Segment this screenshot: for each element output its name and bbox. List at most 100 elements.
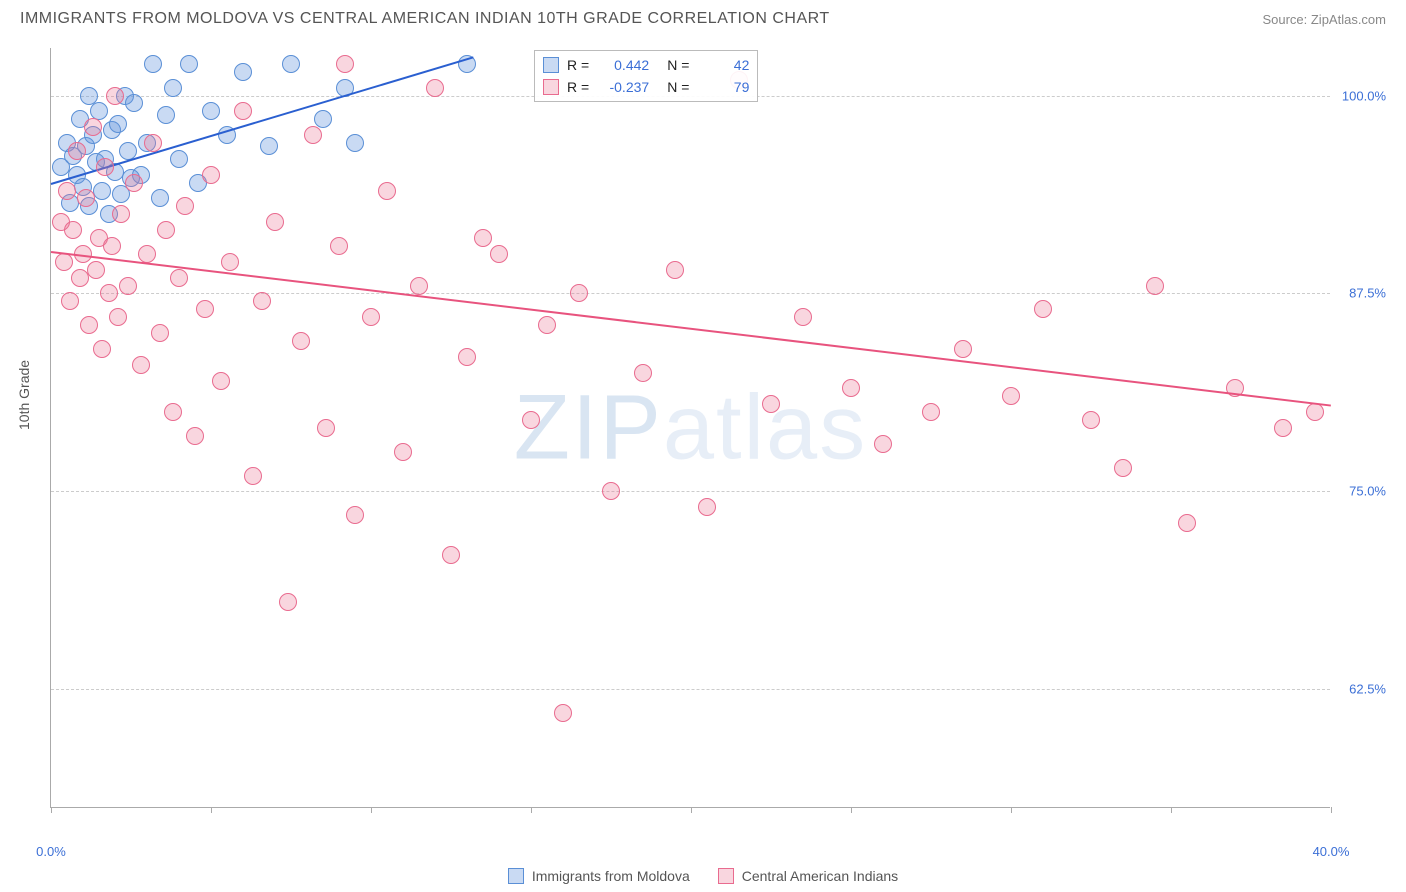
data-point bbox=[112, 205, 130, 223]
data-point bbox=[138, 245, 156, 263]
data-point bbox=[55, 253, 73, 271]
data-point bbox=[698, 498, 716, 516]
data-point bbox=[1034, 300, 1052, 318]
data-point bbox=[362, 308, 380, 326]
data-point bbox=[762, 395, 780, 413]
data-point bbox=[151, 324, 169, 342]
source-link[interactable]: ZipAtlas.com bbox=[1311, 12, 1386, 27]
data-point bbox=[87, 261, 105, 279]
legend-swatch bbox=[718, 868, 734, 884]
bottom-legend-item: Central American Indians bbox=[718, 868, 898, 884]
data-point bbox=[93, 182, 111, 200]
data-point bbox=[64, 221, 82, 239]
legend-stats-row: R =0.442N =42 bbox=[543, 54, 749, 76]
x-tick bbox=[531, 807, 532, 813]
data-point bbox=[109, 308, 127, 326]
data-point bbox=[426, 79, 444, 97]
legend-series-label: Immigrants from Moldova bbox=[532, 868, 690, 884]
data-point bbox=[234, 102, 252, 120]
data-point bbox=[292, 332, 310, 350]
data-point bbox=[176, 197, 194, 215]
data-point bbox=[202, 102, 220, 120]
gridline-h bbox=[51, 293, 1330, 294]
data-point bbox=[602, 482, 620, 500]
data-point bbox=[125, 174, 143, 192]
legend-series-label: Central American Indians bbox=[742, 868, 898, 884]
legend-n-value: 79 bbox=[697, 76, 749, 98]
data-point bbox=[144, 134, 162, 152]
data-point bbox=[96, 158, 114, 176]
data-point bbox=[1146, 277, 1164, 295]
data-point bbox=[522, 411, 540, 429]
data-point bbox=[68, 142, 86, 160]
data-point bbox=[570, 284, 588, 302]
data-point bbox=[954, 340, 972, 358]
x-tick bbox=[851, 807, 852, 813]
data-point bbox=[394, 443, 412, 461]
x-tick bbox=[211, 807, 212, 813]
data-point bbox=[74, 245, 92, 263]
data-point bbox=[1306, 403, 1324, 421]
source-attribution: Source: ZipAtlas.com bbox=[1262, 12, 1386, 27]
data-point bbox=[100, 284, 118, 302]
y-tick-label: 75.0% bbox=[1332, 484, 1386, 499]
x-tick bbox=[1331, 807, 1332, 813]
data-point bbox=[170, 150, 188, 168]
data-point bbox=[170, 269, 188, 287]
data-point bbox=[282, 55, 300, 73]
data-point bbox=[144, 55, 162, 73]
x-tick bbox=[1171, 807, 1172, 813]
data-point bbox=[378, 182, 396, 200]
legend-stats-row: R =-0.237N =79 bbox=[543, 76, 749, 98]
data-point bbox=[157, 221, 175, 239]
chart-title: IMMIGRANTS FROM MOLDOVA VS CENTRAL AMERI… bbox=[20, 10, 830, 28]
data-point bbox=[125, 94, 143, 112]
data-point bbox=[554, 704, 572, 722]
x-tick bbox=[371, 807, 372, 813]
legend-swatch bbox=[543, 57, 559, 73]
data-point bbox=[164, 403, 182, 421]
data-point bbox=[151, 189, 169, 207]
data-point bbox=[164, 79, 182, 97]
data-point bbox=[317, 419, 335, 437]
legend-r-value: 0.442 bbox=[597, 54, 649, 76]
data-point bbox=[132, 356, 150, 374]
x-tick bbox=[1011, 807, 1012, 813]
x-tick-label: 40.0% bbox=[1313, 844, 1350, 859]
data-point bbox=[77, 189, 95, 207]
data-point bbox=[410, 277, 428, 295]
data-point bbox=[314, 110, 332, 128]
data-point bbox=[304, 126, 322, 144]
data-point bbox=[346, 506, 364, 524]
plot-area: ZIPatlas 62.5%75.0%87.5%100.0%0.0%40.0% bbox=[50, 48, 1330, 808]
trend-line-cai bbox=[51, 251, 1331, 407]
data-point bbox=[336, 79, 354, 97]
data-point bbox=[196, 300, 214, 318]
data-point bbox=[1002, 387, 1020, 405]
legend-r-value: -0.237 bbox=[597, 76, 649, 98]
data-point bbox=[119, 277, 137, 295]
data-point bbox=[221, 253, 239, 271]
data-point bbox=[212, 372, 230, 390]
data-point bbox=[490, 245, 508, 263]
bottom-legend-item: Immigrants from Moldova bbox=[508, 868, 690, 884]
legend-swatch bbox=[543, 79, 559, 95]
data-point bbox=[458, 55, 476, 73]
data-point bbox=[842, 379, 860, 397]
data-point bbox=[157, 106, 175, 124]
gridline-h bbox=[51, 689, 1330, 690]
y-axis-label: 10th Grade bbox=[16, 360, 32, 430]
legend-stats-box: R =0.442N =42R =-0.237N =79 bbox=[534, 50, 758, 102]
gridline-h bbox=[51, 491, 1330, 492]
data-point bbox=[1274, 419, 1292, 437]
data-point bbox=[458, 348, 476, 366]
data-point bbox=[634, 364, 652, 382]
data-point bbox=[234, 63, 252, 81]
x-tick bbox=[51, 807, 52, 813]
data-point bbox=[84, 118, 102, 136]
bottom-legend: Immigrants from Moldova Central American … bbox=[0, 868, 1406, 884]
data-point bbox=[244, 467, 262, 485]
data-point bbox=[336, 55, 354, 73]
data-point bbox=[186, 427, 204, 445]
data-point bbox=[1226, 379, 1244, 397]
